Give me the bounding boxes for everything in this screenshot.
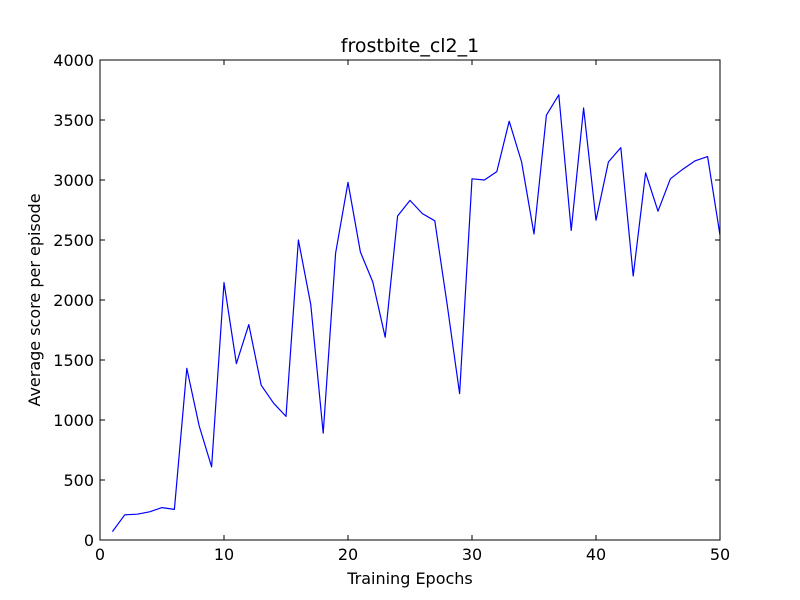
- chart-title: frostbite_cl2_1: [341, 35, 479, 57]
- x-tick-label: 10: [214, 545, 234, 564]
- y-axis-ticks: 0 500 1000 1500 2000 2500 3000 3500 4000: [53, 51, 720, 550]
- x-tick-label: 40: [586, 545, 606, 564]
- y-tick-label: 4000: [53, 51, 94, 70]
- y-tick-label: 1500: [53, 351, 94, 370]
- x-axis-ticks: 0 10 20 30 40 50: [95, 60, 730, 564]
- x-tick-label: 20: [338, 545, 358, 564]
- x-tick-label: 30: [462, 545, 482, 564]
- x-tick-label: 50: [710, 545, 730, 564]
- y-tick-label: 3500: [53, 111, 94, 130]
- y-tick-label: 1000: [53, 411, 94, 430]
- y-tick-label: 3000: [53, 171, 94, 190]
- x-axis-title: Training Epochs: [346, 569, 473, 588]
- y-tick-label: 0: [84, 531, 94, 550]
- x-tick-label: 0: [95, 545, 105, 564]
- y-tick-label: 2500: [53, 231, 94, 250]
- series-layer: [111, 94, 721, 532]
- y-tick-label: 2000: [53, 291, 94, 310]
- series-line: [111, 94, 721, 532]
- y-axis-title: Average score per episode: [25, 193, 44, 406]
- y-tick-label: 500: [63, 471, 94, 490]
